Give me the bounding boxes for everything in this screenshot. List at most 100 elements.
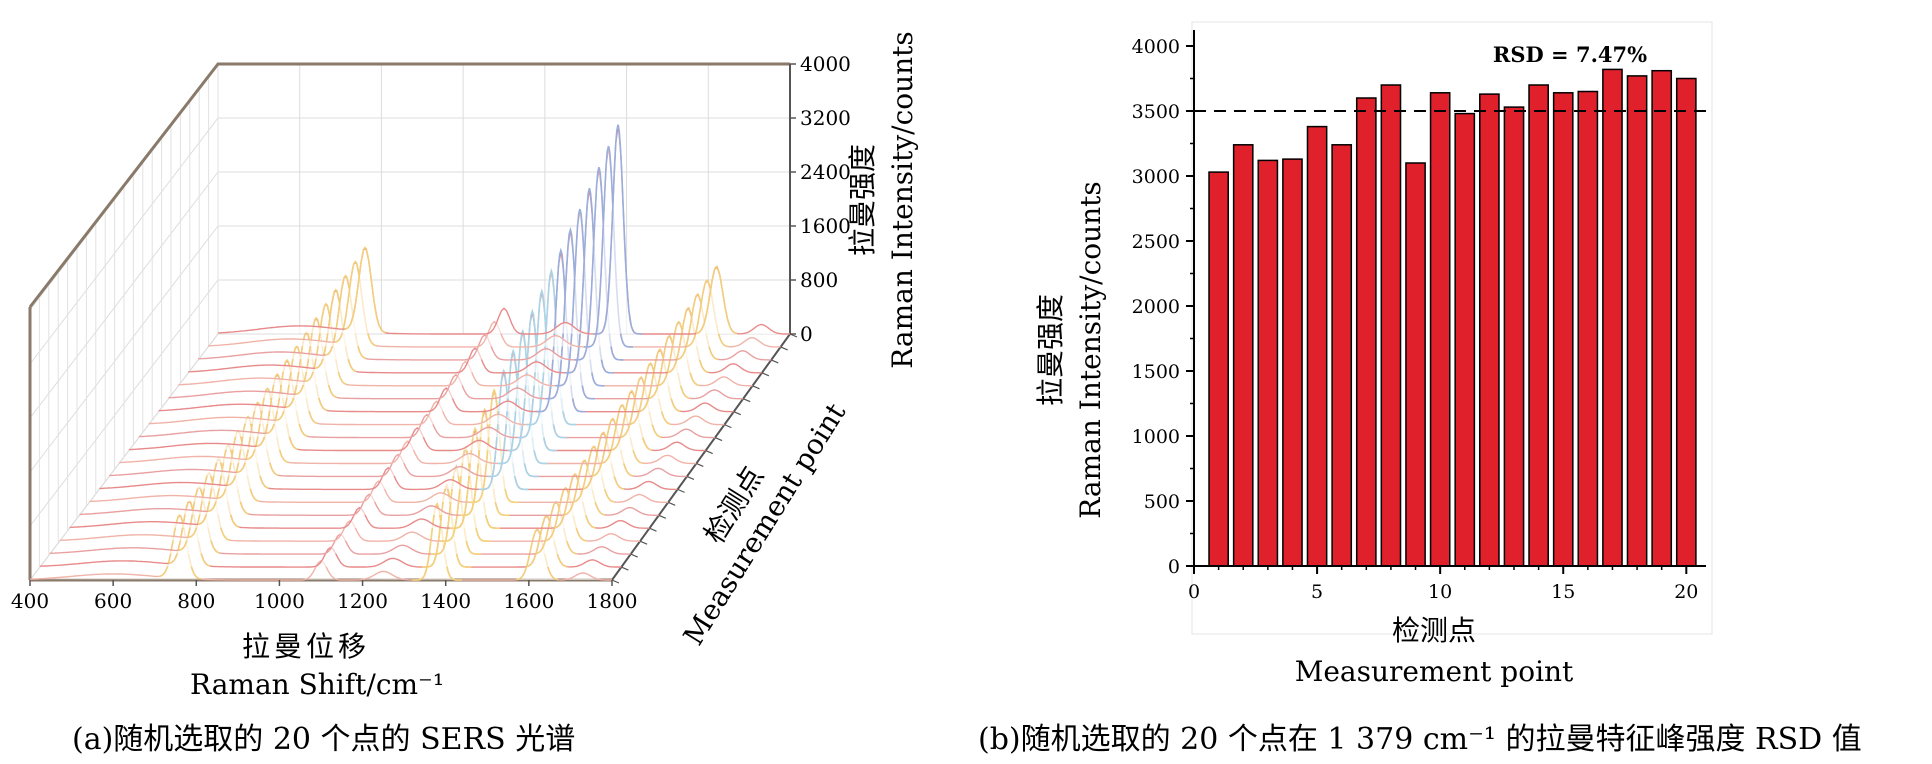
spectrum-line	[138, 291, 716, 439]
z-axis-label-cn: 拉曼强度	[846, 144, 879, 256]
spectrum-peak-yellow	[315, 288, 357, 373]
y-tick-label: 1500	[1132, 361, 1180, 383]
depth-tick-mark	[621, 566, 629, 571]
bar	[1626, 75, 1648, 567]
x-tick-labels: 400 600 800 1000 1200 1400 1600 1800	[11, 580, 638, 613]
spectrum-peak-yellow	[236, 401, 279, 477]
rsd-annotation: RSD = 7.47%	[1493, 42, 1647, 67]
depth-tick-mark	[780, 346, 788, 351]
frame-depth-axis	[611, 333, 791, 581]
x-axis-label-cn: 拉曼位移	[242, 630, 370, 663]
spectrum-peak-yellow	[648, 334, 690, 400]
spectrum-peak-yellow	[158, 514, 201, 580]
x-tick-label: 800	[177, 589, 215, 613]
spectrum-line	[148, 271, 725, 426]
spectrum-peak-yellow	[686, 279, 728, 348]
spectrum-peak-yellow	[629, 362, 672, 426]
x-tick-label: 1400	[420, 589, 471, 613]
spectrum-peak-yellow	[516, 528, 559, 581]
z-tick-label: 2400	[800, 160, 851, 184]
caption-a: (a)随机选取的 20 个点的 SERS 光谱	[72, 722, 576, 757]
depth-tick-mark	[742, 398, 751, 403]
depth-tick-mark	[686, 475, 695, 480]
depth-tick-mark	[714, 437, 723, 442]
spectrum-peak-yellow	[554, 472, 596, 529]
y-axis-label-en: Raman Intensity/counts	[1074, 181, 1107, 519]
x-tick-label: 400	[11, 589, 49, 613]
x-tick-label: 15	[1551, 581, 1575, 603]
bar	[1528, 84, 1549, 567]
spectrum-peak-yellow	[295, 316, 338, 399]
depth-tick-mark	[724, 424, 732, 429]
spectrum-line	[109, 351, 687, 478]
y-tick-label: 0	[1168, 556, 1180, 578]
z-tick-labels: 0 800 1600 2400 3200 4000	[790, 52, 851, 346]
y-axis-label-cn: 拉曼强度	[1034, 294, 1067, 406]
y-tick-label: 3000	[1132, 166, 1180, 188]
spectrum-peak-yellow	[591, 417, 634, 477]
depth-tick-mark	[639, 540, 648, 545]
x-tick-label: 1800	[587, 589, 638, 613]
x-tick-labels: 0 5 10 15 20	[1188, 566, 1698, 603]
depth-tick-mark	[733, 411, 742, 416]
spectrum-peak-yellow	[658, 320, 700, 387]
spectrum-peak-yellow	[256, 372, 299, 451]
spectrum-peak-highlight	[459, 407, 510, 517]
spectrum-peak-yellow	[324, 274, 367, 360]
frame-top	[28, 62, 790, 308]
spectrum-peak-yellow	[572, 445, 615, 503]
spectrum-peak-yellow	[601, 403, 643, 464]
bar	[1282, 158, 1303, 567]
spectrum-peak-highlight	[564, 188, 614, 374]
bar	[1651, 69, 1673, 567]
bar	[1577, 90, 1599, 567]
spectrum-line	[198, 167, 772, 361]
x-tick-label: 10	[1428, 581, 1452, 603]
spectrum-peak-highlight	[488, 348, 538, 478]
depth-tick-mark	[705, 449, 713, 455]
x-tick-label: 5	[1311, 581, 1323, 603]
spectrum-peak-yellow	[676, 293, 719, 361]
axes	[1193, 30, 1706, 567]
depth-tick-mark	[611, 579, 620, 584]
bar	[1306, 125, 1328, 567]
x-tick-label: 1000	[254, 589, 305, 613]
depth-tick-mark	[677, 488, 685, 493]
spectrum-peak-yellow	[305, 302, 347, 386]
bar	[1232, 144, 1254, 567]
spectrum-line	[217, 125, 790, 335]
spectrum-peak-yellow	[639, 348, 681, 413]
depth-tick-mark	[667, 501, 676, 506]
spectrum-peak-highlight	[507, 308, 557, 452]
bar	[1479, 93, 1500, 567]
x-axis-label-en-a: Raman Shift/cm⁻¹	[190, 668, 445, 701]
z-axis-label-en: Raman Intensity/counts	[886, 31, 919, 369]
depth-ticks	[611, 333, 798, 584]
spectrum-peak-yellow	[563, 459, 606, 516]
spectrum-peak-highlight	[450, 426, 500, 529]
spectra-lines	[29, 124, 790, 581]
y-tick-label: 4000	[1132, 36, 1180, 58]
x-axis-label-en-b: Measurement point	[1295, 655, 1574, 688]
spectrum-peak-highlight	[574, 167, 624, 361]
y-tick-label: 2500	[1132, 231, 1180, 253]
bar	[1675, 77, 1697, 567]
spectrum-peak-yellow	[695, 265, 738, 335]
depth-tick-mark	[649, 527, 657, 532]
spectrum-peak-yellow	[334, 260, 377, 347]
x-tick-label: 1200	[337, 589, 388, 613]
spectrum-peak-highlight	[593, 124, 643, 335]
spectrum-peak-yellow	[266, 358, 308, 438]
z-tick-label: 4000	[800, 52, 851, 76]
spectrum-peak-highlight	[526, 267, 576, 426]
bar	[1454, 112, 1476, 567]
bar	[1355, 97, 1377, 567]
x-tick-label: 0	[1188, 581, 1200, 603]
bar	[1503, 106, 1525, 567]
depth-tick-mark	[696, 462, 704, 468]
spectrum-peak-yellow	[582, 431, 625, 490]
spectrum-line	[188, 188, 762, 374]
x-tick-label: 600	[94, 589, 132, 613]
bar	[1405, 162, 1426, 567]
depth-tick-mark	[752, 385, 760, 390]
